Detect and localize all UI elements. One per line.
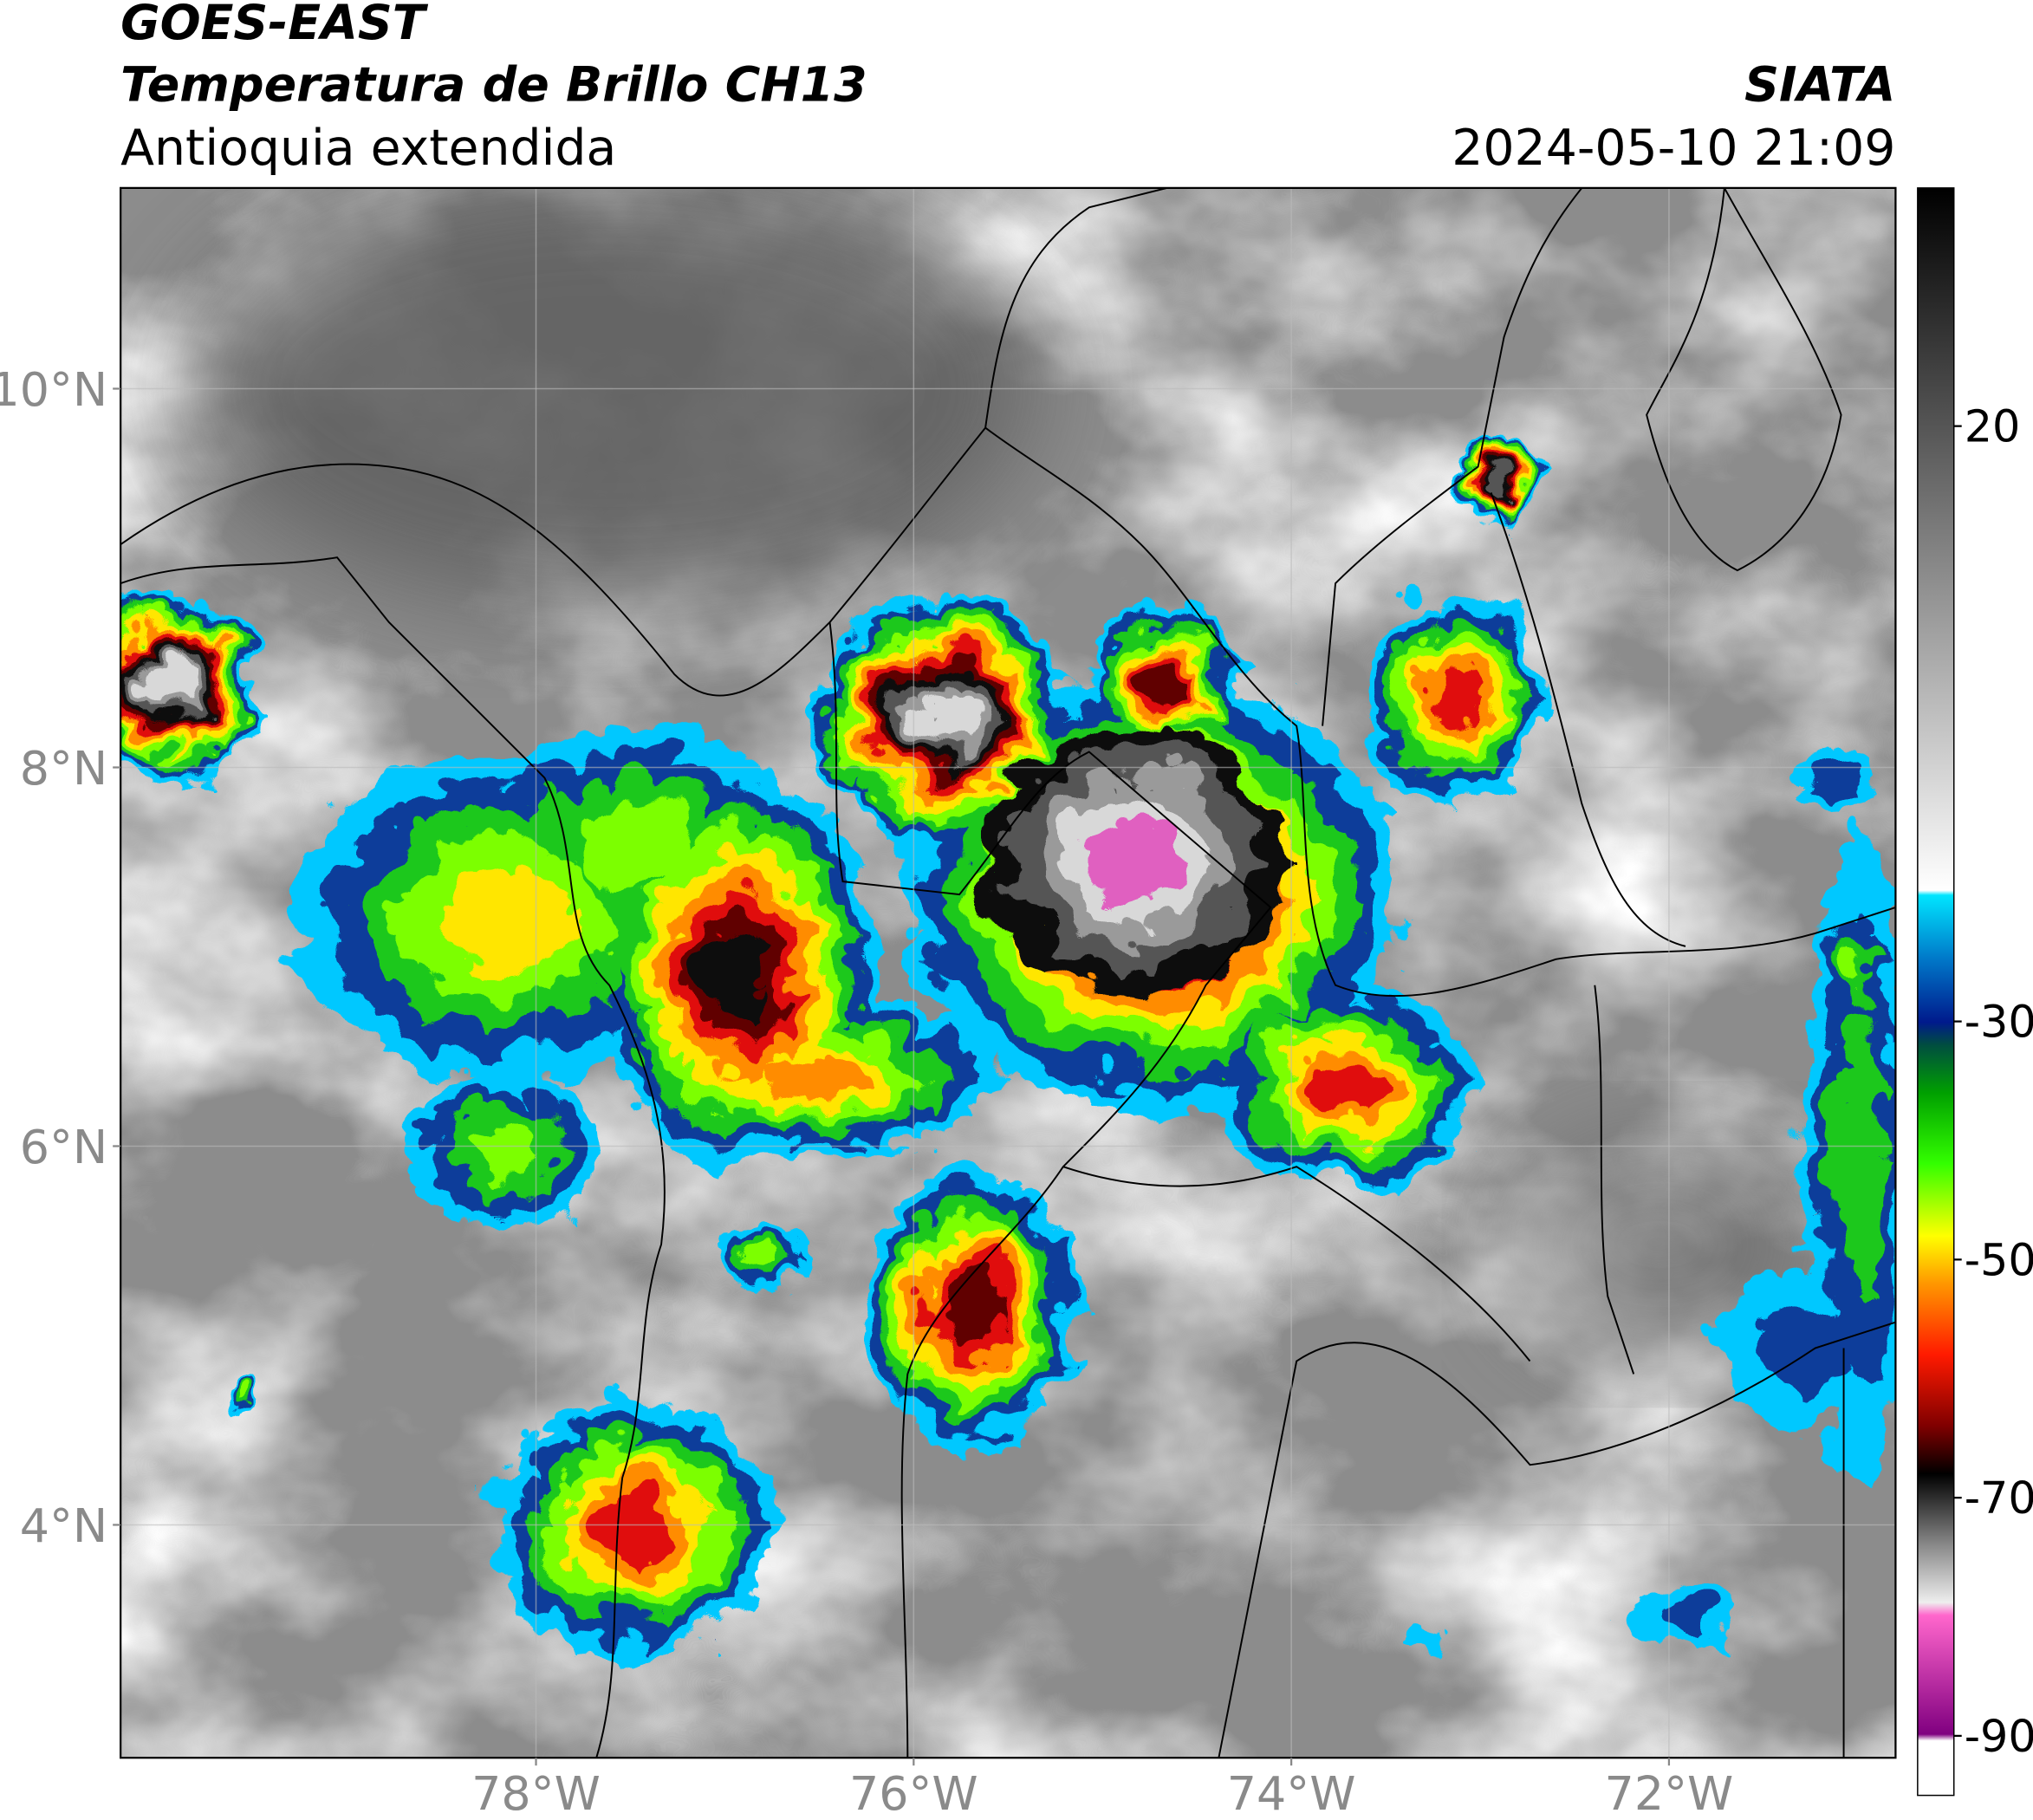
cloud-layer: [583, 1481, 661, 1552]
y-tick-label: 8°N: [20, 741, 107, 796]
y-tick-label: 10°N: [0, 362, 107, 417]
colorbar-tick-label: 20: [1965, 401, 2021, 452]
cloud-layer: [1792, 763, 1838, 793]
x-tick-label: 78°W: [471, 1766, 601, 1820]
clear-ocean: [181, 187, 1037, 609]
datetime: 2024-05-10 21:09: [1452, 120, 1895, 177]
cloud-layer: [750, 1040, 857, 1086]
x-tick-label: 72°W: [1605, 1766, 1734, 1820]
cloud-layer: [1133, 653, 1174, 694]
colorbar: [1917, 187, 1955, 1797]
subtitle: Temperatura de Brillo CH13: [120, 58, 867, 114]
region: Antioquia extendida: [120, 120, 616, 177]
storm-cells: [120, 421, 1896, 1647]
cloud-layer: [1074, 807, 1170, 891]
x-tick-label: 76°W: [849, 1766, 978, 1820]
y-tick-label: 4°N: [20, 1498, 107, 1553]
cloud-layer: [691, 911, 762, 1007]
map-area: [120, 187, 1896, 1758]
borders: [120, 187, 1896, 1758]
cloud-layer: [1414, 659, 1465, 716]
cloud-layer: [1822, 1000, 1874, 1282]
cloud-layer: [1391, 1616, 1423, 1638]
cloud-layer: [1827, 940, 1855, 978]
cloud-layer: [931, 1259, 988, 1333]
map-frame: [120, 186, 1897, 1759]
y-tick-label: 6°N: [20, 1120, 107, 1174]
cloud-layer: [729, 1225, 763, 1250]
cloud-layer: [425, 853, 560, 962]
x-tick-label: 74°W: [1227, 1766, 1356, 1820]
cloud-layer: [1655, 1582, 1716, 1620]
colorbar-tick-label: -90: [1965, 1711, 2033, 1762]
cloud-layer: [1300, 1047, 1371, 1104]
colorbar-tick-label: -50: [1965, 1234, 2033, 1285]
cloud-layer: [455, 1115, 530, 1167]
colorbar-tick-label: -70: [1965, 1472, 2033, 1524]
title: GOES-EAST: [120, 0, 429, 51]
colorbar-tick-label: -30: [1965, 997, 2033, 1048]
cloud-layer: [1744, 1290, 1835, 1381]
cloud-layer: [905, 679, 963, 734]
cloud-layer: [226, 1381, 241, 1393]
cloud-layer: [141, 653, 183, 696]
cloud-layer: [566, 787, 679, 873]
source: SIATA: [1744, 58, 1895, 114]
